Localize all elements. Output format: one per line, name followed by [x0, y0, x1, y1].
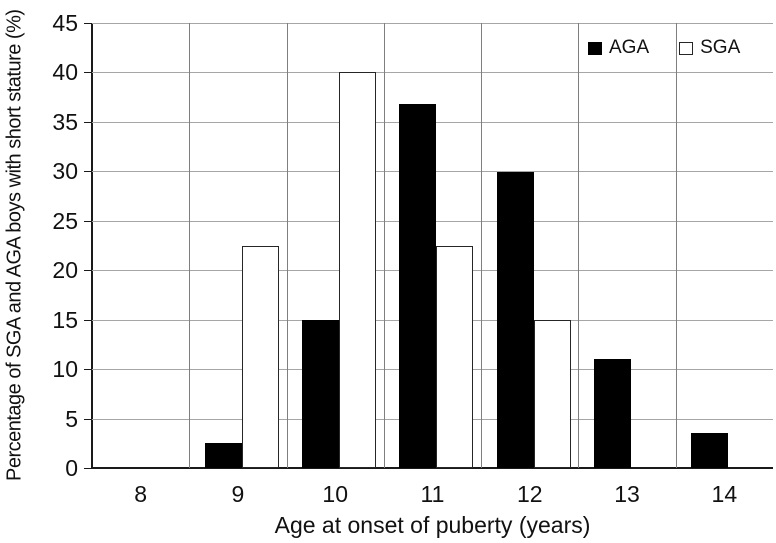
x-axis-title: Age at onset of puberty (years): [274, 512, 591, 538]
aga-swatch-icon: [588, 41, 602, 55]
x-tick-label-8: 8: [134, 481, 148, 507]
y-tick-label-30: 30: [52, 158, 78, 185]
y-tick-mark: [84, 418, 91, 420]
bar-aga-14: [691, 433, 729, 468]
y-tick-mark: [84, 72, 91, 74]
y-axis-line: [91, 23, 93, 469]
bar-aga-10: [302, 319, 340, 468]
legend-label-sga: SGA: [700, 37, 741, 58]
x-tick-label-10: 10: [322, 481, 348, 507]
bar-sga-9: [241, 245, 279, 468]
bar-aga-9: [204, 443, 242, 468]
category-separator: [481, 23, 483, 468]
y-tick-mark: [84, 468, 91, 469]
x-tick-label-9: 9: [231, 481, 245, 507]
y-tick-mark: [84, 220, 91, 222]
y-tick-label-20: 20: [52, 257, 78, 284]
x-tick-label-14: 14: [711, 481, 738, 507]
y-tick-label-35: 35: [52, 108, 78, 135]
y-tick-label-0: 0: [65, 455, 78, 481]
y-tick-label-15: 15: [52, 306, 78, 333]
category-separator: [578, 23, 580, 468]
y-tick-label-10: 10: [52, 356, 78, 383]
x-tick-label-13: 13: [614, 481, 640, 507]
bar-sga-11: [436, 245, 474, 468]
category-separator: [189, 23, 191, 468]
bar-aga-12: [496, 172, 534, 468]
x-tick-label-12: 12: [516, 481, 543, 507]
x-axis-line: [91, 467, 773, 469]
legend-item-aga: AGA: [588, 37, 649, 59]
y-axis-title: Percentage of SGA and AGA boys with shor…: [3, 9, 26, 482]
legend-label-aga: AGA: [609, 37, 650, 58]
x-tick-label-11: 11: [420, 481, 445, 507]
sga-swatch-icon: [679, 41, 694, 55]
y-tick-label-40: 40: [52, 59, 78, 86]
legend: AGA SGA: [588, 37, 740, 59]
y-tick-mark: [84, 23, 91, 24]
y-tick-mark: [84, 270, 91, 272]
gridline-45: [92, 23, 773, 24]
y-tick-mark: [84, 369, 91, 371]
y-tick-label-25: 25: [52, 207, 78, 234]
plot-area: 0 5 10 15 20 25 30 35 40 45 8 9 10 11 12 13 14: [52, 11, 773, 506]
y-tick-mark: [84, 171, 91, 173]
y-tick-label-45: 45: [52, 10, 78, 36]
category-separator: [383, 23, 385, 468]
bar-sga-12: [533, 319, 571, 468]
y-tick-mark: [84, 319, 91, 321]
gridline-40: [92, 72, 773, 74]
bar-sga-10: [339, 72, 377, 468]
legend-item-sga: SGA: [679, 37, 740, 59]
y-tick-label-5: 5: [65, 405, 78, 432]
category-separator: [286, 23, 288, 468]
category-separator: [675, 23, 677, 468]
bar-aga-13: [593, 359, 631, 468]
y-tick-mark: [84, 121, 91, 123]
bar-aga-11: [399, 104, 437, 468]
